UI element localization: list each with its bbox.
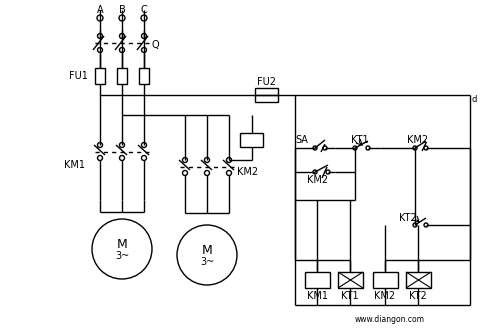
Text: 3~: 3~ (200, 257, 214, 267)
Text: KM2: KM2 (374, 291, 396, 301)
Text: KT1: KT1 (351, 135, 369, 145)
Circle shape (413, 223, 417, 227)
Text: KM2: KM2 (408, 135, 428, 145)
Text: KM2: KM2 (308, 175, 328, 185)
Circle shape (424, 223, 428, 227)
Bar (338, 272, 363, 288)
Text: A: A (96, 5, 103, 15)
Circle shape (177, 225, 237, 285)
Text: B: B (118, 5, 126, 15)
Bar (240, 133, 263, 147)
Circle shape (204, 158, 210, 163)
Text: d: d (472, 95, 478, 105)
Circle shape (226, 170, 232, 175)
Text: KM2: KM2 (237, 167, 258, 177)
Bar (117, 68, 127, 84)
Circle shape (142, 142, 146, 147)
Text: KT2: KT2 (409, 291, 427, 301)
Bar (373, 272, 398, 288)
Circle shape (226, 158, 232, 163)
Text: M: M (116, 238, 128, 250)
Text: M: M (202, 243, 212, 257)
Text: SA: SA (296, 135, 308, 145)
Text: FU2: FU2 (258, 77, 276, 87)
Circle shape (119, 15, 125, 21)
Circle shape (98, 47, 102, 53)
Bar (95, 68, 105, 84)
Circle shape (142, 156, 146, 161)
Circle shape (120, 142, 124, 147)
Text: KT2: KT2 (399, 213, 417, 223)
Circle shape (142, 47, 146, 53)
Circle shape (323, 146, 327, 150)
Text: KT1: KT1 (341, 291, 359, 301)
Text: KM1: KM1 (306, 291, 328, 301)
Circle shape (92, 219, 152, 279)
Circle shape (424, 146, 428, 150)
Circle shape (97, 15, 103, 21)
Circle shape (182, 158, 188, 163)
Circle shape (98, 156, 102, 161)
Circle shape (141, 15, 147, 21)
Circle shape (98, 142, 102, 147)
Circle shape (142, 34, 146, 38)
Text: C: C (140, 5, 147, 15)
Text: KM1: KM1 (64, 160, 85, 170)
Circle shape (204, 170, 210, 175)
Circle shape (313, 146, 317, 150)
Text: FU1: FU1 (69, 71, 88, 81)
Circle shape (120, 47, 124, 53)
Circle shape (353, 146, 357, 150)
Circle shape (98, 34, 102, 38)
Circle shape (120, 34, 124, 38)
Bar (406, 272, 431, 288)
Circle shape (366, 146, 370, 150)
Text: Q: Q (152, 40, 160, 50)
Circle shape (313, 170, 317, 174)
Circle shape (182, 170, 188, 175)
Circle shape (120, 156, 124, 161)
Circle shape (413, 146, 417, 150)
Bar (139, 68, 149, 84)
Text: www.diangon.com: www.diangon.com (355, 316, 425, 324)
Bar (305, 272, 330, 288)
Circle shape (326, 170, 330, 174)
Bar (255, 88, 278, 102)
Text: 3~: 3~ (115, 251, 129, 261)
